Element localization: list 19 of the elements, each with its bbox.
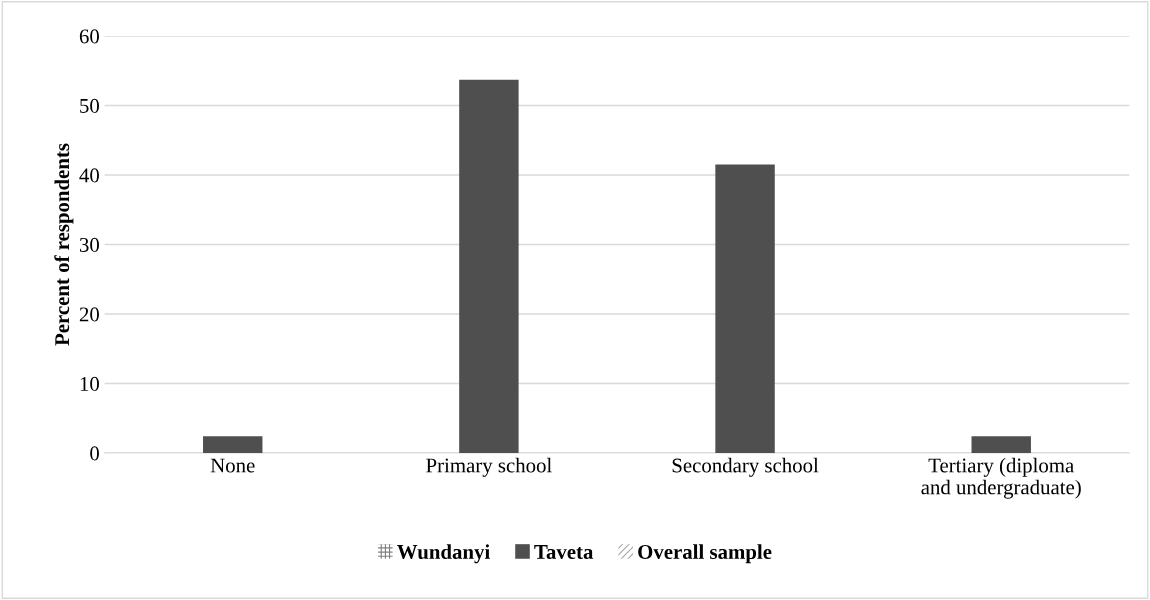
legend-label: Overall sample xyxy=(638,544,772,564)
y-tick-label: 50 xyxy=(80,98,99,113)
y-axis-title: Percent of respondents xyxy=(54,143,74,346)
y-tick-label: 20 xyxy=(79,307,99,322)
x-tick-label: None xyxy=(210,458,255,473)
y-tick-label: 30 xyxy=(79,237,99,252)
bar xyxy=(203,436,263,453)
bar xyxy=(459,79,519,453)
bar xyxy=(715,164,775,453)
bar xyxy=(971,436,1031,453)
y-tick-label: 10 xyxy=(80,376,99,391)
legend-label: Taveta xyxy=(534,545,594,559)
y-tick-label: 0 xyxy=(90,446,99,461)
y-tick-label: 40 xyxy=(79,168,99,183)
x-tick-label: Primary school xyxy=(426,457,552,477)
x-tick-label: Tertiary (diploma and undergraduate) xyxy=(921,457,1081,499)
x-tick-label: Secondary school xyxy=(672,457,819,477)
y-tick-label: 60 xyxy=(79,29,99,44)
legend-label: Wundanyi xyxy=(397,544,490,564)
